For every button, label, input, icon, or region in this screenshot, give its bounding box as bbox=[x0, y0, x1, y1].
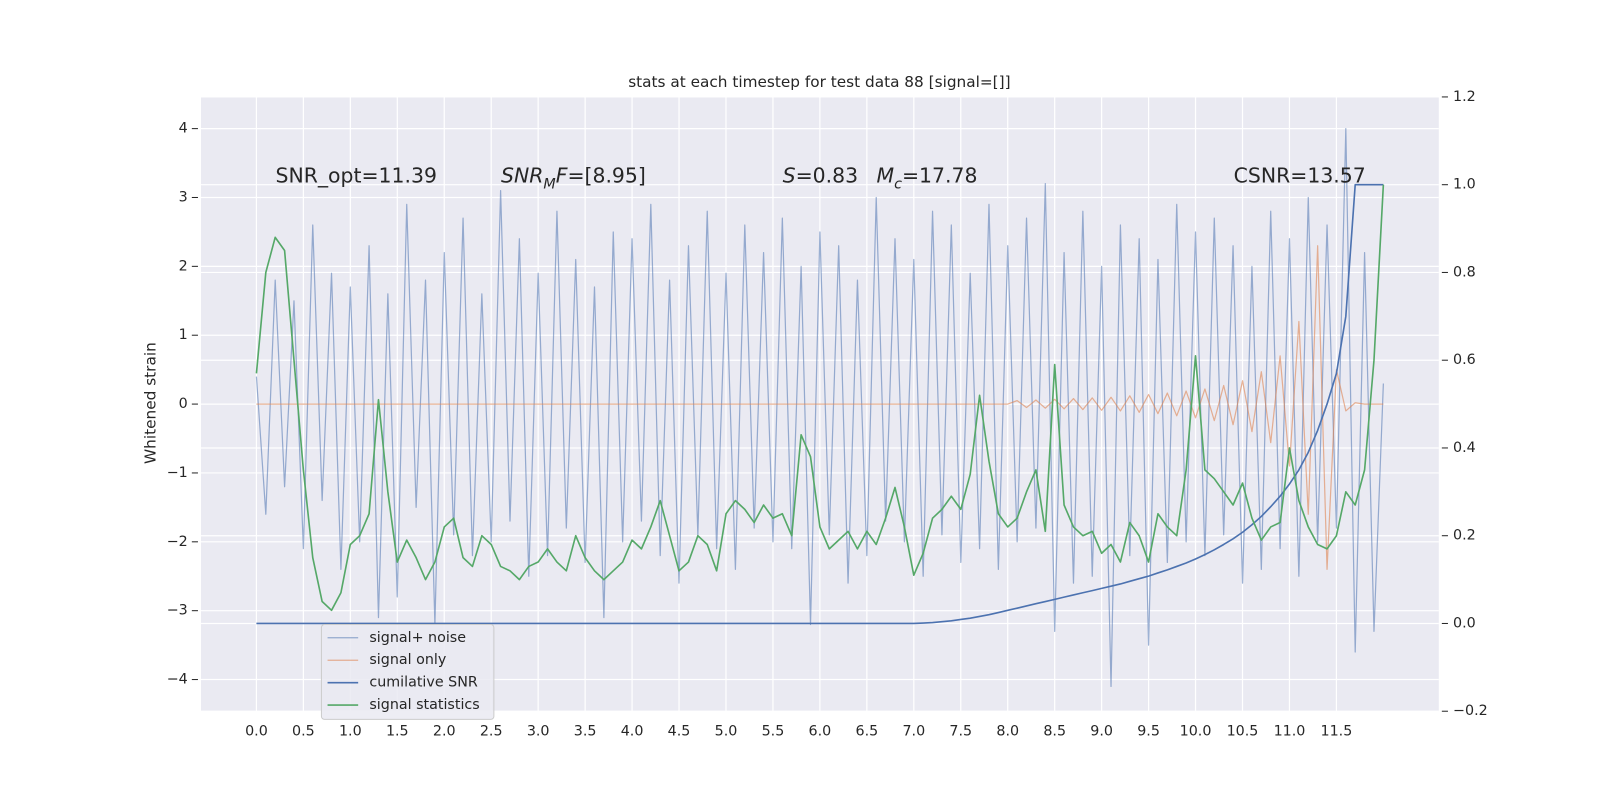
x-tick-label: 1.0 bbox=[339, 724, 362, 740]
x-tick-label: 4.5 bbox=[668, 724, 691, 740]
y-tick-label: 3 bbox=[179, 189, 188, 205]
chart-title: stats at each timestep for test data 88 … bbox=[628, 73, 1010, 91]
x-tick-label: 11.5 bbox=[1321, 724, 1353, 740]
annotation-part: F bbox=[556, 164, 568, 188]
y-tick-label: 1 bbox=[179, 327, 188, 343]
x-tick-label: 0.0 bbox=[245, 724, 268, 740]
annotation: CSNR=13.57 bbox=[1234, 164, 1366, 188]
y-tick-label: −4 bbox=[167, 672, 188, 688]
y-tick-label: 2 bbox=[179, 258, 188, 274]
x-tick-label: 10.0 bbox=[1180, 724, 1212, 740]
x-tick-label: 6.0 bbox=[809, 724, 832, 740]
legend-label: signal only bbox=[369, 652, 446, 668]
legend-box bbox=[320, 623, 495, 720]
y2-tick-label: 0.6 bbox=[1453, 352, 1476, 368]
annotation-part: SNR bbox=[501, 164, 543, 188]
y2-tick-label: 1.2 bbox=[1453, 89, 1476, 105]
annotation-part: S bbox=[783, 164, 796, 188]
y2-tick-label: 1.0 bbox=[1453, 177, 1476, 193]
x-tick-label: 4.0 bbox=[621, 724, 644, 740]
x-tick-label: 1.5 bbox=[386, 724, 409, 740]
x-tick-label: 5.0 bbox=[715, 724, 738, 740]
y-tick-label: −3 bbox=[167, 603, 188, 619]
legend: signal+ noise signal only cumilative SNR si… bbox=[320, 623, 495, 720]
annotation: SNRMF=[8.95] bbox=[501, 164, 646, 193]
x-tick-label: 9.5 bbox=[1137, 724, 1160, 740]
annotation: Mc=17.78 bbox=[877, 164, 978, 193]
series-line bbox=[256, 245, 1384, 570]
annotation-part: =17.78 bbox=[902, 164, 977, 188]
annotation: S=0.83 bbox=[783, 164, 858, 188]
x-tick-label: 8.0 bbox=[996, 724, 1019, 740]
x-tick-label: 9.0 bbox=[1090, 724, 1113, 740]
legend-label: cumilative SNR bbox=[369, 675, 477, 691]
series-line bbox=[255, 127, 1384, 688]
x-tick-label: 7.5 bbox=[949, 724, 972, 740]
y-tick-label: 0 bbox=[179, 396, 188, 412]
y-tick-label: −2 bbox=[167, 534, 188, 550]
x-tick-label: 7.0 bbox=[902, 724, 925, 740]
y-axis-label: Whitened strain bbox=[142, 342, 160, 464]
x-tick-label: 5.5 bbox=[762, 724, 785, 740]
annotation-part: CSNR=13.57 bbox=[1234, 164, 1366, 188]
annotation-part: =[8.95] bbox=[567, 164, 645, 188]
annotation-part: M bbox=[543, 177, 555, 193]
y2-tick-label: 0.2 bbox=[1453, 528, 1476, 544]
x-tick-label: 0.5 bbox=[292, 724, 315, 740]
annotation-part: M bbox=[877, 164, 895, 188]
y-tick-label: −1 bbox=[167, 465, 188, 481]
annotation-part: SNR_opt=11.39 bbox=[276, 164, 437, 189]
y2-tick-label: 0.4 bbox=[1453, 440, 1476, 456]
annotation-part: c bbox=[894, 177, 902, 193]
x-tick-label: 2.5 bbox=[480, 724, 503, 740]
x-tick-label: 10.5 bbox=[1227, 724, 1259, 740]
y2-tick-label: −0.2 bbox=[1453, 703, 1488, 719]
x-tick-label: 6.5 bbox=[856, 724, 879, 740]
x-tick-label: 3.5 bbox=[574, 724, 597, 740]
series-line bbox=[256, 183, 1384, 625]
x-tick-label: 2.0 bbox=[433, 724, 456, 740]
legend-label: signal+ noise bbox=[369, 630, 466, 646]
series-line bbox=[255, 184, 1385, 612]
legend-label: signal statistics bbox=[369, 697, 479, 713]
x-tick-label: 3.0 bbox=[527, 724, 550, 740]
y-tick-label: 4 bbox=[179, 121, 188, 137]
x-tick-label: 11.0 bbox=[1274, 724, 1306, 740]
annotation-part: =0.83 bbox=[796, 164, 859, 188]
y2-tick-label: 0.0 bbox=[1453, 615, 1476, 631]
x-tick-label: 8.5 bbox=[1043, 724, 1066, 740]
y2-tick-label: 0.8 bbox=[1453, 264, 1476, 280]
annotation: SNR_opt=11.39 bbox=[276, 164, 437, 189]
